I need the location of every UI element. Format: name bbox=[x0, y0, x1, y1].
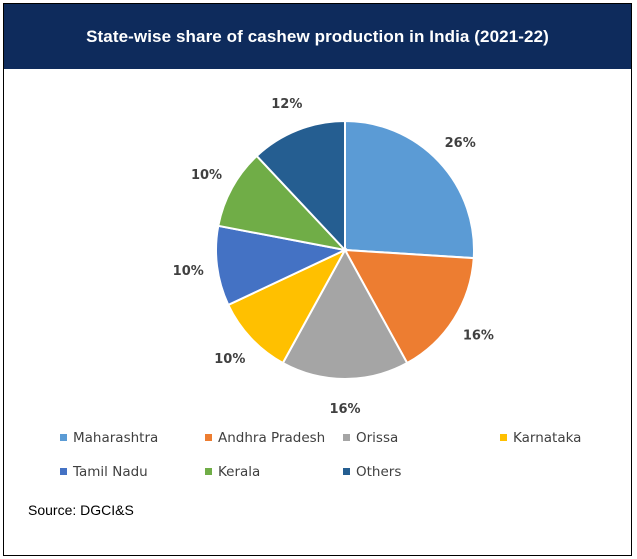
legend-swatch-tamil-nadu bbox=[60, 468, 67, 475]
slice-karnataka bbox=[226, 247, 348, 365]
legend-swatch-others bbox=[343, 468, 350, 475]
data-label-others: 12% bbox=[271, 97, 302, 112]
data-label-andhra-pradesh: 16% bbox=[463, 329, 494, 344]
pie-slices bbox=[215, 119, 475, 380]
data-label-orissa: 16% bbox=[329, 402, 360, 417]
legend-swatch-karnataka bbox=[500, 434, 507, 441]
chart-frame: State-wise share of cashew production in… bbox=[3, 3, 632, 556]
pie-data-labels: 26% 16% 16% 10% 10% 10% 12% bbox=[173, 97, 494, 417]
slice-tamil-nadu bbox=[215, 224, 349, 307]
slice-others bbox=[255, 119, 346, 253]
legend-swatch-maharashtra bbox=[60, 434, 67, 441]
legend-swatch-kerala bbox=[205, 468, 212, 475]
slice-orissa bbox=[281, 247, 409, 380]
data-label-kerala: 10% bbox=[191, 168, 222, 183]
legend-label-others: Others bbox=[356, 464, 401, 480]
legend-swatch-andhra-pradesh bbox=[205, 434, 212, 441]
data-label-karnataka: 10% bbox=[214, 352, 245, 367]
legend-label-tamil-nadu: Tamil Nadu bbox=[72, 464, 148, 480]
title-bar: State-wise share of cashew production in… bbox=[4, 4, 631, 69]
legend-label-andhra-pradesh: Andhra Pradesh bbox=[218, 430, 325, 446]
data-label-maharashtra: 26% bbox=[445, 136, 476, 151]
chart-title: State-wise share of cashew production in… bbox=[86, 26, 549, 46]
data-label-tamil-nadu: 10% bbox=[173, 264, 204, 279]
legend-label-karnataka: Karnataka bbox=[513, 430, 581, 446]
legend-swatch-orissa bbox=[343, 434, 350, 441]
slice-maharashtra bbox=[344, 119, 475, 260]
legend-label-orissa: Orissa bbox=[356, 430, 398, 446]
legend-label-kerala: Kerala bbox=[218, 464, 260, 480]
legend: Maharashtra Andhra Pradesh Orissa Karnataka… bbox=[60, 430, 581, 480]
slice-andhra-pradesh bbox=[343, 248, 475, 365]
source-note: Source: DGCI&S bbox=[28, 502, 134, 518]
slice-kerala bbox=[217, 154, 348, 252]
legend-label-maharashtra: Maharashtra bbox=[73, 430, 158, 446]
